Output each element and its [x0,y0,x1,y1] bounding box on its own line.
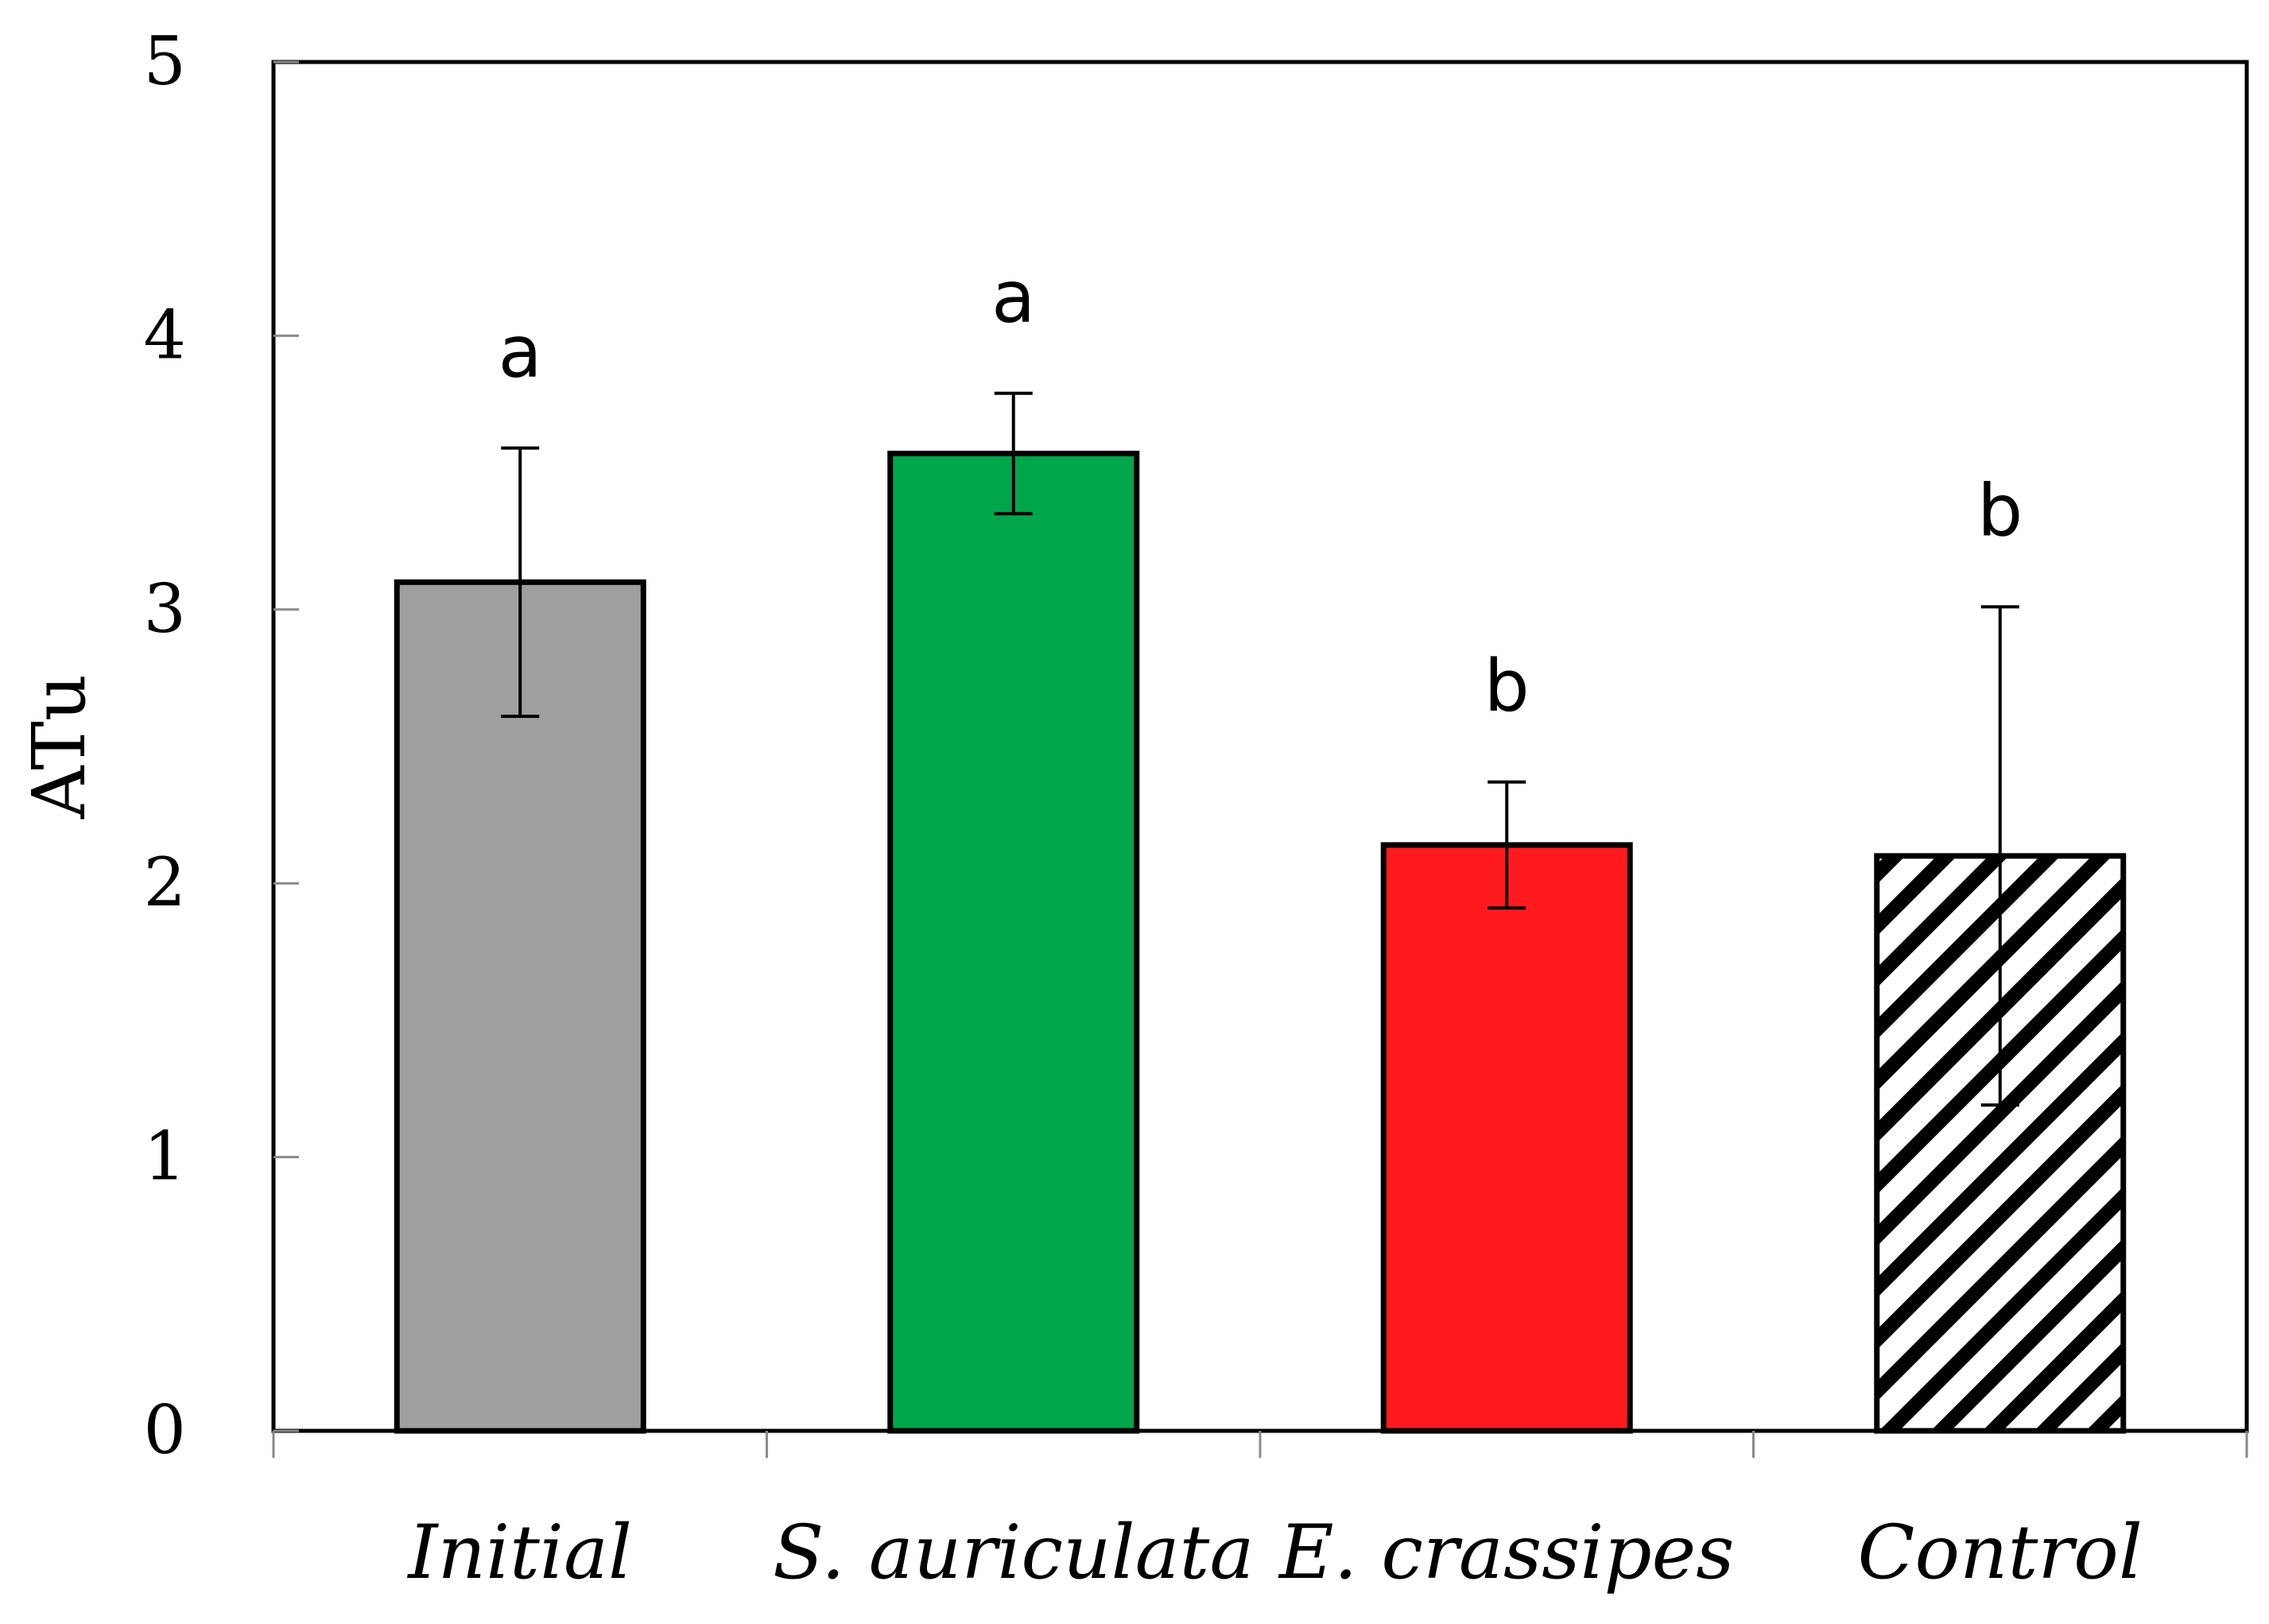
significance-label-1: a [498,311,542,394]
y-tick-label: 4 [144,296,186,374]
x-category-label-2: S. auriculata [773,1510,1255,1596]
bar-2 [887,450,1140,1434]
significance-label-3: b [1484,645,1530,728]
y-tick-label: 5 [144,22,186,100]
y-axis-title: ATu [17,674,102,820]
bar-1 [394,579,646,1434]
y-tick-label: 0 [144,1391,186,1469]
bar-3 [1380,842,1633,1434]
y-tick-label: 1 [144,1118,186,1196]
y-tick-label: 2 [144,843,186,921]
significance-label-2: a [991,256,1035,339]
y-tick-label: 3 [144,570,186,648]
x-category-label-3: E. crassipes [1278,1510,1735,1596]
x-category-label-4: Control [1858,1510,2143,1596]
significance-label-4: b [1977,469,2023,552]
x-category-label-1: Initial [406,1510,632,1596]
